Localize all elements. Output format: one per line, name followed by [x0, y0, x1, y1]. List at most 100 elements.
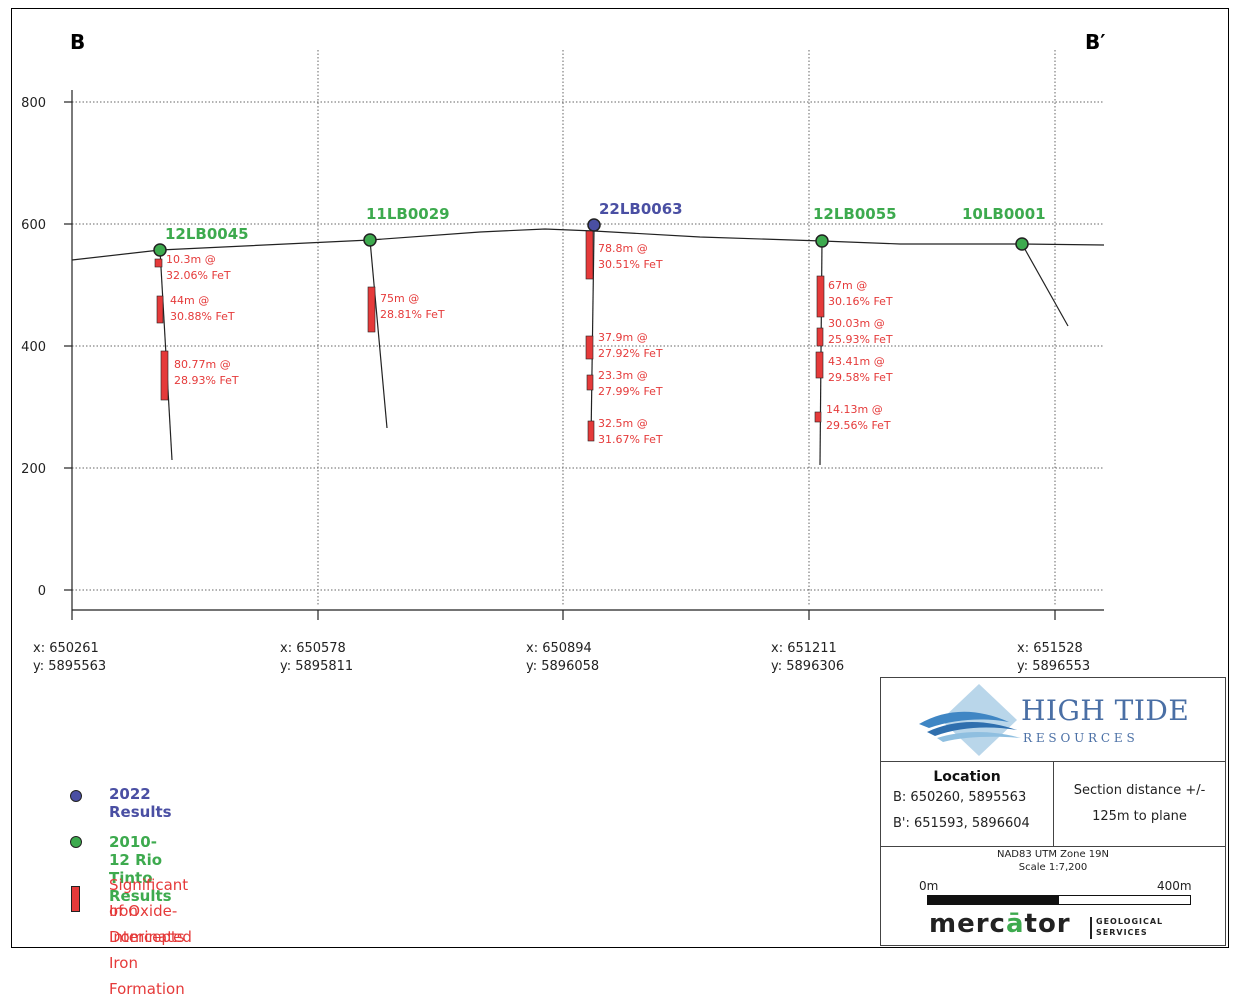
- intercept-grade: 30.16% FeT: [828, 295, 893, 308]
- coord-y: y: 5896058: [526, 659, 599, 674]
- intercept-grade: 27.92% FeT: [598, 347, 663, 360]
- intercept-bar: [587, 420, 595, 442]
- coord-x: x: 650261: [33, 641, 99, 656]
- intercept-length: 14.13m @: [826, 403, 883, 416]
- coord-x: x: 651211: [771, 641, 837, 656]
- legend-intercept-icon: [71, 886, 80, 912]
- coord-x: x: 650578: [280, 641, 346, 656]
- logo-subtitle: R E S O U R C E S: [1023, 731, 1135, 745]
- collar-marker-2022: [587, 218, 601, 232]
- scale-cell: NAD83 UTM Zone 19N Scale 1:7,200 0m 400m…: [881, 847, 1225, 945]
- drill-trace-22LB0063: [590, 230, 595, 441]
- drill-trace-11LB0029: [369, 239, 388, 429]
- intercept-bar: [816, 275, 825, 318]
- hole-label: 11LB0029: [366, 205, 450, 223]
- coord-x: x: 650894: [526, 641, 592, 656]
- intercept-bar: [367, 286, 376, 333]
- intercept-grade: 27.99% FeT: [598, 385, 663, 398]
- mercator-logo: mercātor: [929, 909, 1071, 939]
- intercept-bar: [815, 351, 824, 379]
- collar-marker-rio: [815, 234, 829, 248]
- intercept-length: 10.3m @: [166, 253, 216, 266]
- coord-x: x: 651528: [1017, 641, 1083, 656]
- x-axis-ticks: [71, 610, 1056, 620]
- intercept-grade: 29.56% FeT: [826, 419, 891, 432]
- intercept-grade: 28.93% FeT: [174, 374, 239, 387]
- mercator-logo-accent: ā: [1005, 909, 1025, 939]
- coord-y: y: 5895563: [33, 659, 106, 674]
- intercept-length: 43.41m @: [828, 355, 885, 368]
- map-frame: [11, 8, 1229, 948]
- intercept-length: 44m @: [170, 294, 209, 307]
- scale-bar: [927, 895, 1191, 905]
- coord-y: y: 5895811: [280, 659, 353, 674]
- section-distance-cell: Section distance +/- 125m to plane: [1054, 762, 1225, 847]
- intercept-length: 37.9m @: [598, 331, 648, 344]
- location-b: B: 650260, 5895563: [893, 790, 1027, 805]
- y-axis-ticks: [64, 101, 72, 591]
- collar-marker-rio: [153, 243, 167, 257]
- collar-markers: [153, 218, 1029, 257]
- section-distance-line2: 125m to plane: [1092, 809, 1187, 824]
- legend-blue-dot-icon: [70, 790, 82, 802]
- intercept-bar: [586, 374, 594, 391]
- collar-marker-rio: [1015, 237, 1029, 251]
- collar-marker-rio: [363, 233, 377, 247]
- grid: [72, 50, 1104, 605]
- location-b-prime: B': 651593, 5896604: [893, 816, 1030, 831]
- intercept-bar: [585, 230, 594, 280]
- y-tick-label: 200: [21, 462, 46, 477]
- mercator-sub-2: SERVICES: [1096, 928, 1148, 937]
- scale-start-label: 0m: [919, 879, 939, 893]
- hole-label: 12LB0045: [165, 225, 249, 243]
- intercept-grade: 32.06% FeT: [166, 269, 231, 282]
- section-distance-line1: Section distance +/-: [1073, 783, 1206, 798]
- intercept-length: 75m @: [380, 292, 419, 305]
- scale-ratio: Scale 1:7,200: [1018, 862, 1088, 873]
- intercept-grade: 28.81% FeT: [380, 308, 445, 321]
- legend-2022-label: 2022 Results: [109, 785, 172, 821]
- projection-label: NAD83 UTM Zone 19N: [996, 849, 1109, 860]
- company-logo: HIGH TIDE R E S O U R C E S: [881, 678, 1225, 762]
- intercept-grade: 29.58% FeT: [828, 371, 893, 384]
- scale-end-label: 400m: [1157, 879, 1192, 893]
- legend-iron-line1: Significant Iron Intercepts: [109, 876, 189, 946]
- mercator-sub-1: GEOLOGICAL: [1096, 917, 1164, 926]
- legend-iron-line2: of Oxide-Dominated Iron Formation: [109, 902, 192, 998]
- intercept-bar: [160, 350, 169, 401]
- logo-title: HIGH TIDE: [1021, 694, 1190, 727]
- coordinate-labels: x: 650261 y: 5895563 x: 650578 y: 589581…: [33, 641, 1090, 674]
- intercept-bar: [585, 335, 594, 360]
- mercator-logo-part: tor: [1024, 909, 1071, 939]
- cross-section: 800 600 400 200 0 12LB0: [21, 50, 1105, 674]
- drill-trace-10LB0001: [1021, 243, 1069, 327]
- high-tide-wave-icon: [919, 684, 1021, 756]
- mercator-divider: [1090, 917, 1092, 939]
- intercept-length: 67m @: [828, 279, 867, 292]
- y-tick-label: 800: [21, 96, 46, 111]
- intercept-length: 78.8m @: [598, 242, 648, 255]
- y-tick-label: 400: [21, 340, 46, 355]
- intercept-length: 30.03m @: [828, 317, 885, 330]
- hole-label: 12LB0055: [813, 205, 897, 223]
- legend-rio-label: 2010-12 Rio Tinto Results: [109, 833, 172, 905]
- section-start-label: B: [70, 30, 86, 54]
- intercept-bars: [154, 230, 825, 442]
- coord-y: y: 5896306: [771, 659, 844, 674]
- hole-label: 10LB0001: [962, 205, 1046, 223]
- intercept-grade: 25.93% FeT: [828, 333, 893, 346]
- y-axis-labels: 800 600 400 200 0: [21, 96, 46, 599]
- section-end-label: B′: [1085, 30, 1106, 54]
- intercept-grade: 30.51% FeT: [598, 258, 663, 271]
- intercept-length: 80.77m @: [174, 358, 231, 371]
- location-title: Location: [933, 769, 1001, 785]
- intercept-bar: [154, 258, 163, 268]
- hole-label: 22LB0063: [599, 200, 683, 218]
- intercept-bar: [156, 295, 164, 324]
- title-block: HIGH TIDE R E S O U R C E S Location B: …: [880, 677, 1226, 946]
- coord-y: y: 5896553: [1017, 659, 1090, 674]
- y-tick-label: 600: [21, 218, 46, 233]
- location-cell: Location B: 650260, 5895563 B': 651593, …: [881, 762, 1054, 847]
- intercept-grade: 31.67% FeT: [598, 433, 663, 446]
- hole-labels: 12LB0045 11LB0029 22LB0063 12LB0055 10LB…: [165, 200, 1046, 243]
